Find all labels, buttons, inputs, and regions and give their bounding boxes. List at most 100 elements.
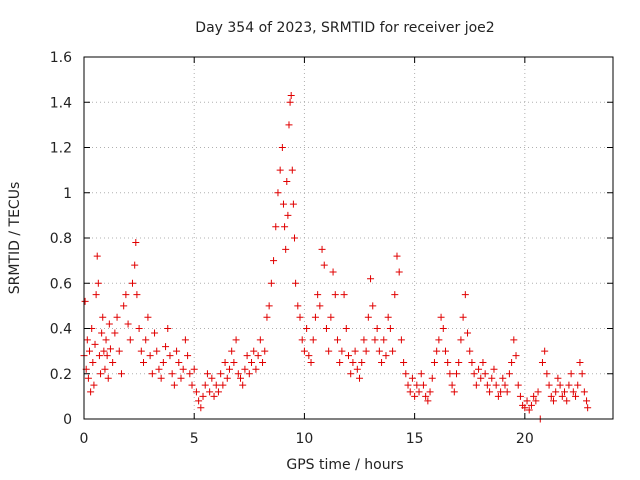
- data-point: [124, 320, 132, 328]
- data-point: [228, 347, 236, 355]
- data-point: [378, 358, 386, 366]
- data-point: [483, 381, 491, 389]
- data-point: [81, 297, 89, 305]
- data-point: [243, 352, 251, 360]
- data-point: [103, 352, 111, 360]
- data-point: [166, 352, 174, 360]
- data-point: [356, 374, 364, 382]
- data-point: [461, 291, 469, 299]
- data-point: [100, 347, 108, 355]
- data-point: [84, 374, 92, 382]
- data-point: [117, 370, 125, 378]
- data-point: [94, 279, 102, 287]
- data-point: [362, 347, 370, 355]
- data-point: [210, 392, 218, 400]
- data-point: [477, 374, 485, 382]
- data-point: [289, 200, 297, 208]
- data-point: [541, 347, 549, 355]
- data-point: [514, 381, 522, 389]
- data-point: [278, 144, 286, 151]
- data-point: [318, 245, 326, 253]
- data-point: [342, 325, 350, 332]
- data-point: [558, 392, 566, 400]
- data-point: [214, 388, 222, 396]
- data-point: [417, 370, 425, 378]
- data-point: [104, 374, 112, 382]
- data-point: [497, 388, 505, 396]
- data-point: [236, 374, 244, 382]
- data-point: [371, 336, 379, 344]
- y-axis-ticks: 0 0.2 0.4 0.6 0.8 1 1.2 1.4 1.6: [50, 50, 613, 428]
- data-point: [151, 329, 159, 337]
- data-point: [569, 388, 577, 396]
- data-point: [576, 358, 584, 366]
- data-point: [170, 381, 178, 389]
- data-point: [397, 336, 405, 344]
- y-tick-label: 1.6: [50, 50, 72, 66]
- data-point: [492, 381, 500, 389]
- data-point: [101, 365, 109, 373]
- data-point: [90, 381, 98, 389]
- data-point: [122, 291, 130, 299]
- data-point: [580, 388, 588, 396]
- data-point: [430, 358, 438, 366]
- data-point: [554, 374, 562, 382]
- data-point: [217, 370, 225, 378]
- data-point: [314, 291, 322, 299]
- data-point: [441, 347, 449, 355]
- data-point: [402, 370, 410, 378]
- data-point: [285, 121, 293, 129]
- data-point: [281, 223, 289, 231]
- data-point: [567, 370, 575, 378]
- data-point: [168, 370, 176, 378]
- data-point: [140, 358, 148, 366]
- data-point: [505, 370, 513, 378]
- data-point: [113, 313, 121, 321]
- data-point: [340, 291, 348, 299]
- data-point: [400, 358, 408, 366]
- data-point: [179, 365, 187, 373]
- data-point: [203, 370, 211, 378]
- chart-title: Day 354 of 2023, SRMTID for receiver joe…: [195, 20, 494, 36]
- data-point: [525, 406, 533, 414]
- data-point: [87, 388, 95, 396]
- data-point: [393, 252, 401, 260]
- data-point: [153, 347, 161, 355]
- data-point: [380, 336, 388, 344]
- data-point: [527, 401, 535, 409]
- data-point: [199, 392, 207, 400]
- data-point: [552, 388, 560, 396]
- data-point: [230, 358, 238, 366]
- data-point: [120, 302, 128, 310]
- data-point: [316, 302, 324, 310]
- y-tick-label: 0: [63, 412, 72, 428]
- data-point: [333, 336, 341, 344]
- data-point: [572, 392, 580, 400]
- data-point: [466, 347, 474, 355]
- data-point: [245, 370, 253, 378]
- data-point: [146, 352, 154, 360]
- y-tick-label: 0.6: [50, 276, 72, 292]
- data-point: [144, 313, 152, 321]
- data-point: [254, 352, 262, 360]
- y-tick-label: 1.4: [50, 95, 72, 111]
- data-point: [450, 388, 458, 396]
- data-point: [248, 358, 256, 366]
- data-point: [468, 358, 476, 366]
- data-point: [336, 358, 344, 366]
- data-point: [534, 388, 542, 396]
- data-point: [298, 336, 306, 344]
- data-point: [345, 352, 352, 360]
- data-point: [241, 365, 249, 373]
- data-point: [395, 268, 403, 276]
- data-point: [331, 291, 339, 299]
- data-point: [523, 397, 531, 405]
- data-point: [338, 347, 346, 355]
- data-point: [148, 370, 156, 378]
- data-point: [413, 381, 421, 389]
- data-point: [239, 381, 247, 389]
- data-point: [499, 374, 507, 382]
- data-point: [137, 347, 145, 355]
- data-point: [349, 358, 357, 366]
